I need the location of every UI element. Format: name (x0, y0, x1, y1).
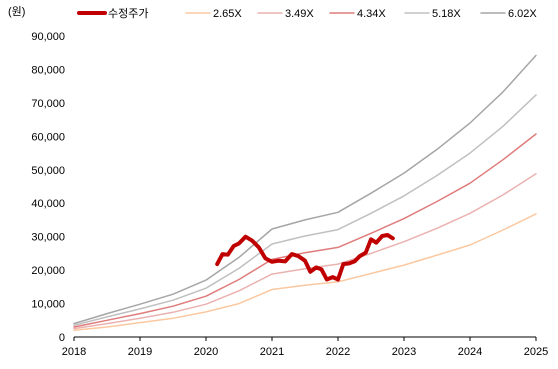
legend-label: 2.65X (213, 8, 242, 20)
x-tick-label: 2023 (392, 346, 416, 358)
y-tick-label: 70,000 (31, 98, 65, 110)
x-tick-label: 2019 (128, 346, 152, 358)
x-axis-ticks: 2018 2019 2020 2021 2022 2023 2024 2025 (62, 337, 548, 358)
x-tick-label: 2018 (62, 346, 86, 358)
y-tick-label: 60,000 (31, 131, 65, 143)
legend-label: 6.02X (508, 8, 537, 20)
series-line-band-3 (73, 133, 537, 328)
y-tick-label: 20,000 (31, 265, 65, 277)
legend-label: 수정주가 (108, 7, 148, 20)
y-tick-label: 40,000 (31, 198, 65, 210)
y-tick-label: 50,000 (31, 165, 65, 177)
y-unit-label: (원) (8, 5, 25, 18)
series-line-band-2 (73, 173, 537, 330)
y-tick-label: 10,000 (31, 299, 65, 311)
series-line-price (215, 233, 395, 282)
series-line-band-4 (73, 94, 537, 327)
y-tick-label: 90,000 (31, 31, 65, 43)
x-tick-label: 2021 (260, 346, 284, 358)
y-tick-label: 80,000 (31, 64, 65, 76)
x-tick-label: 2024 (458, 346, 482, 358)
x-tick-label: 2020 (194, 346, 218, 358)
legend-label: 3.49X (285, 8, 314, 20)
series-line-band-1 (73, 213, 537, 332)
x-tick-label: 2025 (524, 346, 548, 358)
legend: 수정주가 2.65X 3.49X 4.34X 5.18X 6.02X (77, 7, 537, 20)
y-tick-label: 30,000 (31, 232, 65, 244)
x-tick-label: 2022 (326, 346, 350, 358)
legend-label: 4.34X (357, 8, 386, 20)
y-axis-ticks: 0 10,000 20,000 30,000 40,000 50,000 60,000 70,… (31, 31, 65, 344)
series-layer (73, 54, 537, 332)
y-tick-label: 0 (59, 332, 65, 344)
legend-label: 5.18X (432, 8, 461, 20)
series-line-band-5 (73, 54, 537, 325)
